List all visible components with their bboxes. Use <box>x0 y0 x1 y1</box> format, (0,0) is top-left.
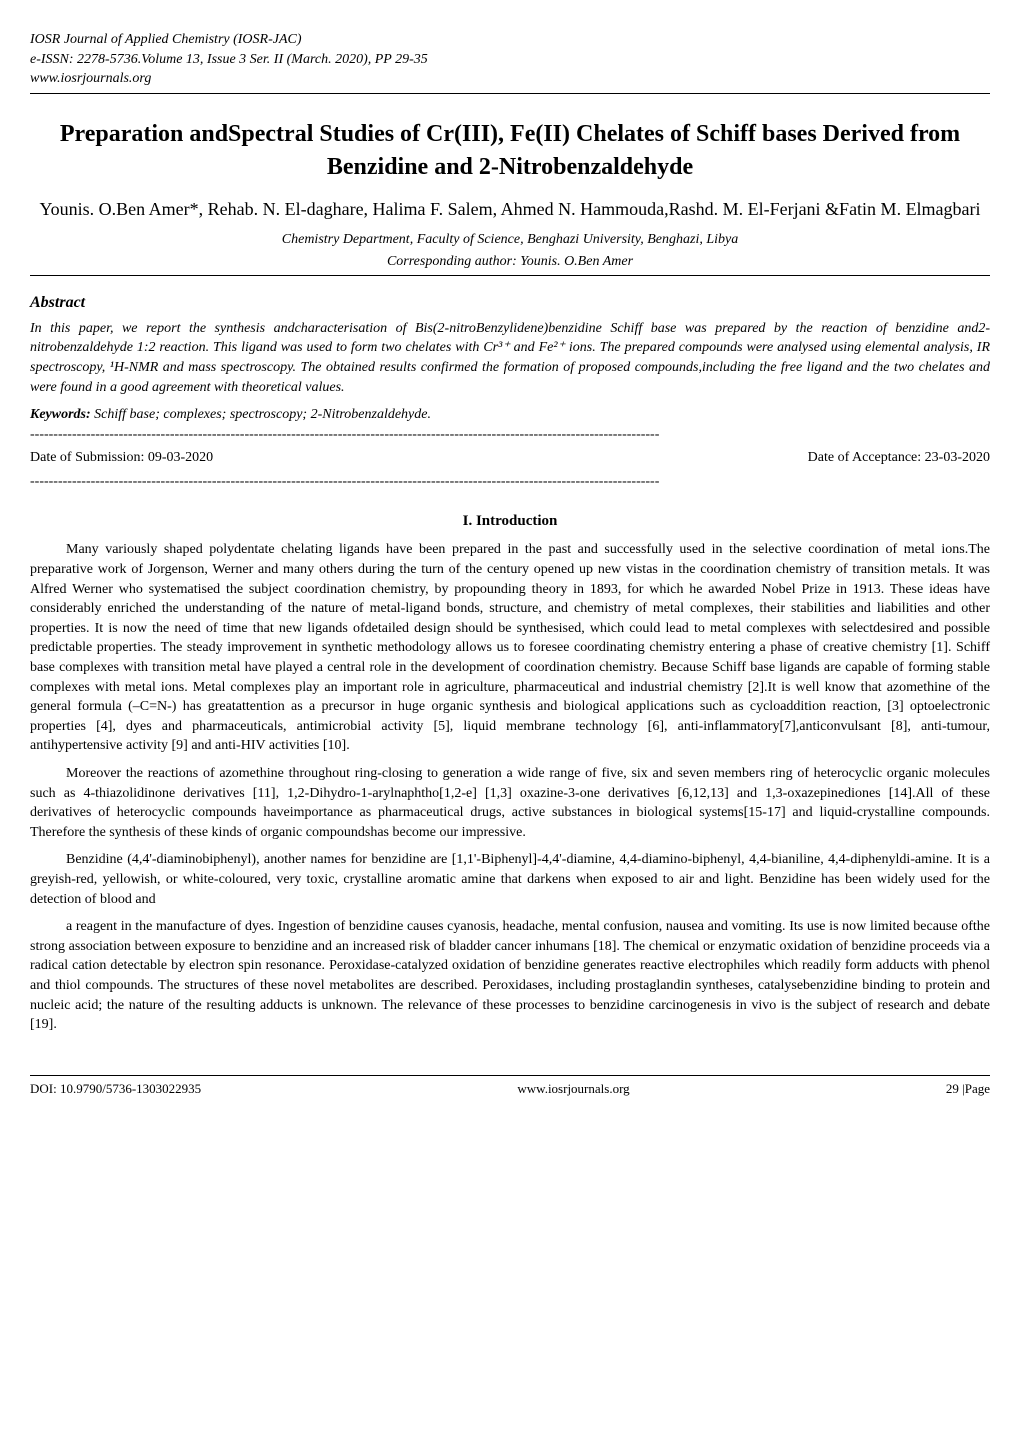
abstract-heading: Abstract <box>30 292 990 314</box>
footer-page: 29 |Page <box>946 1080 990 1098</box>
journal-website: www.iosrjournals.org <box>30 69 990 89</box>
corresponding-author: Corresponding author: Younis. O.Ben Amer <box>30 252 990 272</box>
keywords-text: Schiff base; complexes; spectroscopy; 2-… <box>91 407 431 422</box>
journal-header: IOSR Journal of Applied Chemistry (IOSR-… <box>30 30 990 89</box>
keywords-label: Keywords: <box>30 407 91 422</box>
dates-row: Date of Submission: 09-03-2020 Date of A… <box>30 448 990 468</box>
intro-paragraph-3: Benzidine (4,4'-diaminobiphenyl), anothe… <box>30 850 990 909</box>
keywords: Keywords: Schiff base; complexes; spectr… <box>30 405 990 425</box>
dash-line: ----------------------------------------… <box>30 425 990 445</box>
footer-site: www.iosrjournals.org <box>517 1080 629 1098</box>
intro-paragraph-1: Many variously shaped polydentate chelat… <box>30 540 990 756</box>
acceptance-date: Date of Acceptance: 23-03-2020 <box>808 448 990 468</box>
divider <box>30 275 990 276</box>
journal-issn: e-ISSN: 2278-5736.Volume 13, Issue 3 Ser… <box>30 50 990 70</box>
divider <box>30 93 990 94</box>
affiliation: Chemistry Department, Faculty of Science… <box>30 230 990 250</box>
authors: Younis. O.Ben Amer*, Rehab. N. El-daghar… <box>30 197 990 222</box>
section-introduction-heading: I. Introduction <box>30 511 990 532</box>
dash-line: ----------------------------------------… <box>30 472 990 492</box>
paper-title: Preparation andSpectral Studies of Cr(II… <box>30 118 990 185</box>
footer-doi: DOI: 10.9790/5736-1303022935 <box>30 1080 201 1098</box>
intro-paragraph-2: Moreover the reactions of azomethine thr… <box>30 764 990 842</box>
page-footer: DOI: 10.9790/5736-1303022935 www.iosrjou… <box>30 1075 990 1098</box>
submission-date: Date of Submission: 09-03-2020 <box>30 448 213 468</box>
intro-paragraph-4: a reagent in the manufacture of dyes. In… <box>30 917 990 1035</box>
abstract-text: In this paper, we report the synthesis a… <box>30 319 990 397</box>
journal-name: IOSR Journal of Applied Chemistry (IOSR-… <box>30 30 990 50</box>
